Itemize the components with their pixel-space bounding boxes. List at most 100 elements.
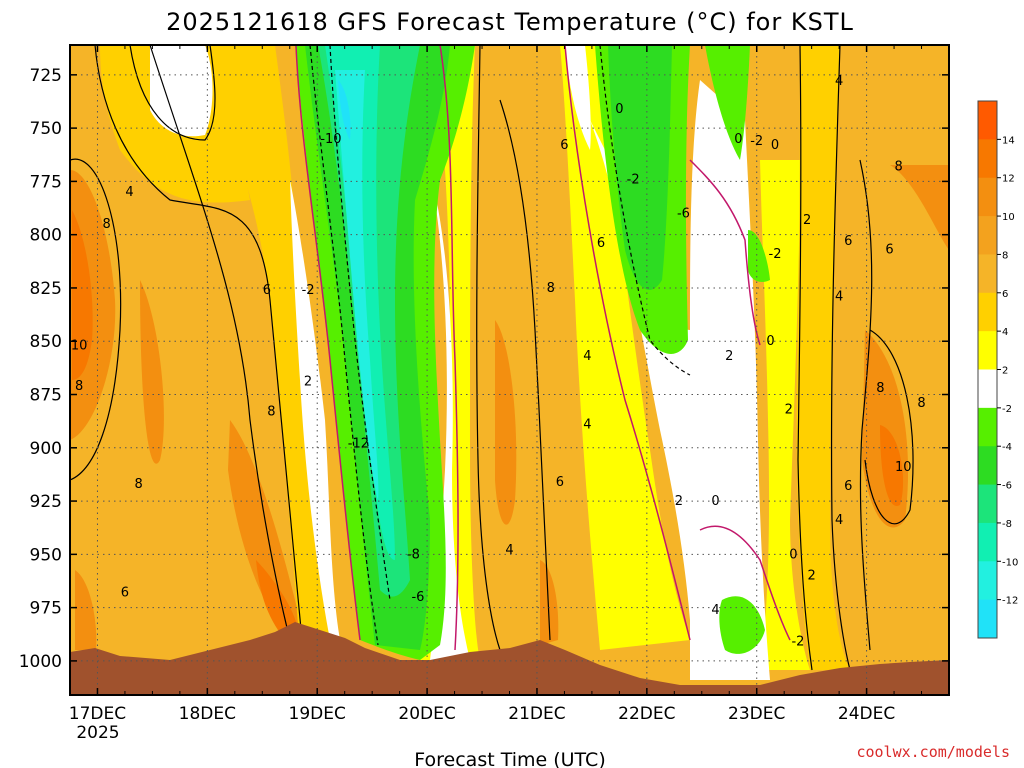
colorbar-swatch [978, 331, 997, 370]
field-white-b [290, 180, 340, 640]
chart-title: 2025121618 GFS Forecast Temperature (°C)… [166, 8, 854, 36]
colorbar-swatch [978, 446, 997, 486]
x-tick-label: 17DEC [69, 704, 126, 724]
contour-label: 4 [835, 289, 843, 304]
contour-label: 6 [844, 479, 852, 494]
contour-label: 2 [803, 213, 811, 228]
contour-line-8b [864, 329, 914, 525]
field-belt-4c [796, 45, 850, 670]
colorbar-label: -12 [1002, 596, 1018, 607]
contour-line-4d [830, 45, 851, 671]
colorbar-label: 10 [1002, 212, 1015, 223]
contour-line-0e [699, 525, 791, 641]
colorbar-label: 2 [1002, 366, 1008, 377]
field-core-10g [880, 425, 904, 506]
contour-line-0b [439, 45, 459, 651]
contour-line-0d [689, 159, 761, 346]
contour-line-6b [499, 99, 551, 641]
field-cold-c [705, 45, 750, 160]
contour-label: -12 [348, 437, 369, 452]
colorbar-label: -4 [1002, 442, 1012, 453]
x-axis: 17DEC 18DEC 19DEC 20DEC 21DEC 22DEC 23DEC 24DEC [69, 45, 923, 724]
contour-label: 2 [304, 375, 312, 390]
field-cold-d [748, 230, 770, 282]
field-belt-2b [560, 45, 690, 650]
field-white-e [565, 45, 591, 150]
contour-label: -6 [411, 590, 424, 605]
contour-label: -10 [320, 132, 341, 147]
field-core-8h [890, 165, 949, 250]
contour-line-0c [564, 45, 691, 641]
colorbar-label: -10 [1002, 557, 1018, 568]
contour-label: 6 [597, 236, 605, 251]
colorbar-swatch [978, 292, 997, 332]
contour-line-8a [70, 158, 122, 481]
contour-line-6c [859, 159, 873, 651]
field-cold-m12 [335, 70, 379, 500]
contour-line-m6a [329, 45, 391, 601]
field-belt-4a [195, 45, 335, 650]
x-year-label: 2025 [76, 723, 119, 743]
colorbar-label: -2 [1002, 404, 1012, 415]
field-white-a [150, 45, 213, 137]
contour-label: 6 [556, 475, 564, 490]
colorbar-swatch [978, 254, 997, 294]
contour-label: 0 [711, 494, 719, 509]
x-tick-label: 22DEC [618, 704, 675, 724]
contour-label: 8 [917, 396, 925, 411]
contour-label: 6 [121, 586, 129, 601]
contour-label: -2 [302, 283, 315, 298]
colorbar-swatch [978, 599, 997, 639]
contour-label: 8 [135, 477, 143, 492]
contour-label: 6 [263, 283, 271, 298]
colorbar-swatch [978, 484, 997, 524]
contour-label: 0 [766, 334, 774, 349]
contour-label: 0 [734, 132, 742, 147]
contour-line-2a [797, 45, 813, 671]
colorbar-label: 14 [1002, 135, 1015, 146]
colorbar-swatch [978, 139, 997, 179]
contour-label: 6 [560, 138, 568, 153]
colorbar-label: 4 [1002, 327, 1008, 338]
field-core-8c [228, 420, 300, 640]
field-belt-2c [760, 160, 810, 670]
contour-label: 0 [771, 138, 779, 153]
colorbar-swatch [978, 522, 997, 562]
contour-label: -8 [407, 547, 420, 562]
colorbar-swatch [978, 369, 997, 409]
y-tick-label: 850 [30, 332, 62, 352]
contour-label: 4 [505, 543, 513, 558]
contour-label: -2 [791, 635, 804, 650]
colorbar-label: -6 [1002, 481, 1012, 492]
contour-label: 4 [835, 513, 843, 528]
field-cold-core [338, 80, 351, 140]
contour-label: -6 [677, 206, 690, 221]
y-tick-label: 975 [30, 599, 62, 619]
field-core-8e [495, 320, 517, 525]
colorbar-swatch [978, 561, 997, 601]
field-cold-b-m6 [608, 45, 672, 290]
y-tick-label: 725 [30, 66, 62, 86]
contour-label: 2 [785, 402, 793, 417]
contour-label: 10 [71, 338, 88, 353]
field-core-8f [540, 560, 559, 645]
y-tick-label: 1000 [19, 652, 62, 672]
x-tick-label: 20DEC [398, 704, 455, 724]
contour-label: 8 [547, 281, 555, 296]
plot-area [70, 45, 949, 695]
contour-line-4b [129, 45, 216, 141]
field-core-10 [72, 210, 93, 380]
colorbar-swatch [978, 101, 997, 140]
contour-label: 4 [835, 74, 843, 89]
colorbar-label: 12 [1002, 174, 1015, 185]
watermark: coolwx.com/models [856, 743, 1010, 761]
y-tick-label: 900 [30, 439, 62, 459]
y-tick-label: 825 [30, 279, 62, 299]
contour-label: 8 [895, 159, 903, 174]
contour-label: 2 [725, 349, 733, 364]
contour-label: 4 [583, 417, 591, 432]
field-core-10c [256, 560, 298, 640]
contour-label: 4 [711, 603, 719, 618]
